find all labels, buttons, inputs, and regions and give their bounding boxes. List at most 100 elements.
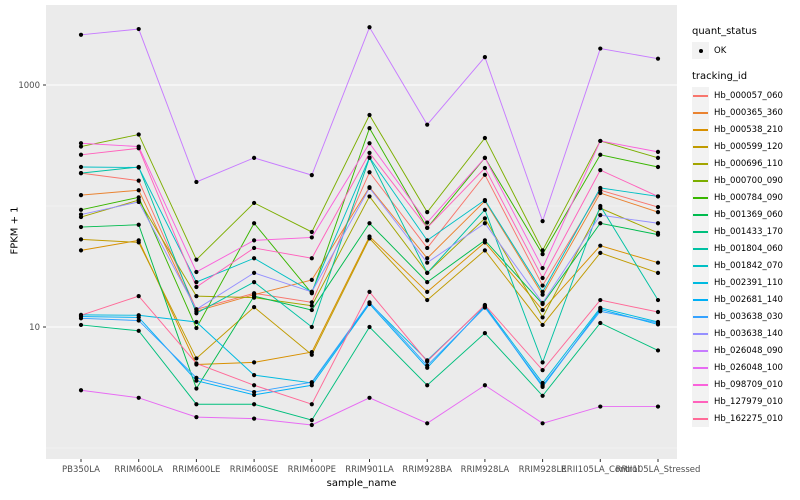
data-point (78, 237, 84, 242)
data-point (598, 46, 603, 51)
line-key-icon (692, 308, 709, 325)
data-point (540, 248, 545, 253)
data-point (598, 185, 603, 191)
y-tick-label: 1000 (18, 81, 40, 91)
data-point (136, 132, 141, 137)
data-point (482, 135, 487, 141)
data-point (655, 210, 661, 215)
line-key-icon (692, 291, 709, 308)
data-point (367, 141, 372, 146)
data-point (309, 383, 314, 388)
data-point (655, 297, 661, 303)
data-point (252, 245, 257, 251)
data-point (598, 138, 603, 144)
x-tick-label: RRIM901LA (345, 465, 394, 475)
data-point (482, 302, 487, 308)
legend-item-Hb_001842_070: Hb_001842_070 (692, 257, 798, 274)
data-point (598, 320, 603, 326)
line-key-icon (692, 376, 709, 393)
legend-item-Hb_002391_110: Hb_002391_110 (692, 274, 798, 291)
data-point (482, 165, 487, 171)
line-key-icon (692, 325, 709, 342)
y-axis-title: FPKM + 1 (9, 206, 21, 255)
legend-item-label: Hb_127979_010 (714, 396, 783, 407)
data-point (136, 315, 141, 320)
legend-item-Hb_001433_170: Hb_001433_170 (692, 223, 798, 240)
data-point (78, 248, 84, 253)
line-key-icon (692, 189, 709, 206)
data-point (78, 171, 84, 176)
data-point (309, 422, 314, 428)
x-tick-label: RRII105LA_Stressed (616, 465, 701, 475)
data-point (655, 194, 661, 199)
data-point (598, 404, 603, 409)
legend-item-Hb_000538_210: Hb_000538_210 (692, 121, 798, 138)
legend-item-label: Hb_001842_070 (714, 260, 783, 271)
legend-item-label: Hb_000700_090 (714, 175, 783, 186)
data-point (252, 280, 257, 285)
data-point (252, 155, 257, 160)
data-point (540, 421, 545, 426)
line-key-icon (692, 359, 709, 376)
data-point (367, 170, 372, 175)
data-point (482, 197, 487, 203)
legend-tracking-keys: Hb_000057_060 Hb_000365_360 Hb_000538_210 H… (692, 87, 798, 427)
data-point (136, 294, 141, 299)
data-point (194, 257, 199, 262)
data-point (309, 235, 314, 240)
data-point (482, 155, 487, 160)
line-key-icon (692, 206, 709, 223)
data-point (136, 195, 141, 200)
data-point (598, 203, 603, 209)
data-point (425, 256, 430, 261)
data-point (655, 56, 661, 61)
data-point (136, 222, 141, 227)
data-point (367, 112, 372, 118)
data-point (252, 305, 257, 310)
legend-quant-status: quant_status OK (692, 26, 798, 59)
data-point (252, 221, 257, 226)
line-key-icon (692, 223, 709, 240)
data-point (194, 307, 199, 312)
data-point (78, 322, 84, 328)
legend-item-Hb_000057_060: Hb_000057_060 (692, 87, 798, 104)
data-point (309, 307, 314, 313)
data-point (655, 232, 661, 237)
data-point (194, 375, 199, 380)
data-point (655, 270, 661, 275)
legend-item-label: Hb_002391_110 (714, 277, 783, 288)
data-point (425, 363, 430, 368)
legend-item-label: Hb_003638_030 (714, 311, 783, 322)
legend-item-label: Hb_098709_010 (714, 379, 783, 390)
data-point (540, 283, 545, 288)
data-point (367, 300, 372, 305)
legend-item-Hb_000365_360: Hb_000365_360 (692, 104, 798, 121)
line-key-icon (692, 410, 709, 427)
data-point (136, 178, 141, 183)
data-point (540, 265, 545, 271)
data-point (252, 238, 257, 243)
legend-item-Hb_127979_010: Hb_127979_010 (692, 393, 798, 410)
data-point (136, 188, 141, 193)
data-point (482, 221, 487, 226)
data-point (425, 359, 430, 364)
data-point (655, 164, 661, 170)
data-point (482, 383, 487, 388)
data-point (425, 280, 430, 285)
data-point (425, 270, 430, 275)
line-key-icon (692, 121, 709, 138)
data-point (252, 200, 257, 206)
data-point (540, 368, 545, 373)
legend-item-Hb_000696_110: Hb_000696_110 (692, 155, 798, 172)
data-point (136, 165, 141, 170)
data-point (252, 389, 257, 395)
data-point (598, 168, 603, 173)
legend-item-label: Hb_001433_170 (714, 226, 783, 237)
data-point (367, 185, 372, 191)
data-point (655, 204, 661, 210)
legend-item-label: Hb_003638_140 (714, 328, 783, 339)
legend-item-Hb_098709_010: Hb_098709_010 (692, 376, 798, 393)
data-point (482, 238, 487, 243)
data-point (136, 395, 141, 400)
